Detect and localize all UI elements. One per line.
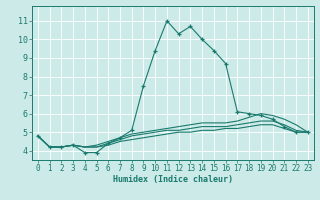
- X-axis label: Humidex (Indice chaleur): Humidex (Indice chaleur): [113, 175, 233, 184]
